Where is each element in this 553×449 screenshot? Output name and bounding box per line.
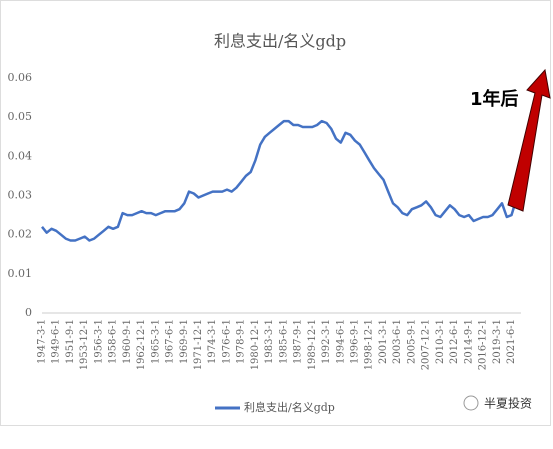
x-tick-label: 2007-12-1 — [421, 319, 432, 370]
x-tick-label: 2005-9-1 — [406, 319, 417, 364]
x-tick-label: 2016-12-1 — [478, 319, 489, 370]
annotation: 1年后 — [470, 88, 519, 110]
x-tick-label: 1949-6-1 — [51, 319, 62, 364]
watermark-icon — [463, 395, 479, 411]
x-tick-label: 2019-3-1 — [492, 319, 503, 364]
chart-title: 利息支出/名义gdp — [214, 32, 346, 51]
x-tick-label: 1953-12-1 — [79, 319, 90, 370]
x-tick-label: 1992-3-1 — [321, 319, 332, 364]
x-tick-label: 1951-9-1 — [65, 319, 76, 364]
x-tick-label: 1980-12-1 — [250, 319, 261, 370]
x-tick-label: 2001-3-1 — [378, 319, 389, 364]
x-tick-label: 1987-9-1 — [293, 319, 304, 364]
y-tick-label: 0.01 — [8, 267, 33, 280]
x-tick-label: 1983-3-1 — [264, 319, 275, 364]
x-tick-label: 1969-9-1 — [179, 319, 190, 364]
annotation-arrow — [507, 68, 551, 212]
x-tick-label: 1962-12-1 — [136, 319, 147, 370]
x-tick-label: 1985-6-1 — [278, 319, 289, 364]
x-tick-label: 1998-12-1 — [364, 319, 375, 370]
y-tick-label: 0.03 — [8, 189, 33, 202]
x-tick-label: 1996-9-1 — [350, 319, 361, 364]
x-tick-label: 2021-6-1 — [506, 319, 517, 364]
x-tick-label: 1994-6-1 — [335, 319, 346, 364]
y-tick-label: 0.04 — [8, 149, 33, 162]
x-tick-label: 1989-12-1 — [307, 319, 318, 370]
x-tick-label: 1960-9-1 — [122, 319, 133, 364]
y-tick-label: 0.02 — [8, 228, 33, 241]
x-tick-label: 1976-6-1 — [221, 319, 232, 364]
x-tick-label: 1958-6-1 — [108, 319, 119, 364]
x-tick-label: 1971-12-1 — [193, 319, 204, 370]
watermark: 半夏投资 — [484, 396, 532, 411]
x-tick-label: 2010-3-1 — [435, 319, 446, 364]
x-tick-label: 2003-6-1 — [392, 319, 403, 364]
x-tick-label: 1956-3-1 — [93, 319, 104, 364]
x-tick-label: 2014-9-1 — [463, 319, 474, 364]
x-tick-label: 1965-3-1 — [150, 319, 161, 364]
x-tick-label: 1974-3-1 — [207, 319, 218, 364]
line-series — [41, 119, 523, 242]
y-tick-label: 0 — [25, 306, 32, 319]
x-tick-label: 1967-6-1 — [165, 319, 176, 364]
x-tick-label: 2012-6-1 — [449, 319, 460, 364]
y-tick-label: 0.05 — [8, 110, 33, 123]
legend-label: 利息支出/名义gdp — [244, 400, 335, 414]
x-tick-label: 1978-9-1 — [236, 319, 247, 364]
x-tick-label: 1947-3-1 — [37, 319, 48, 364]
y-tick-label: 0.06 — [8, 71, 33, 84]
